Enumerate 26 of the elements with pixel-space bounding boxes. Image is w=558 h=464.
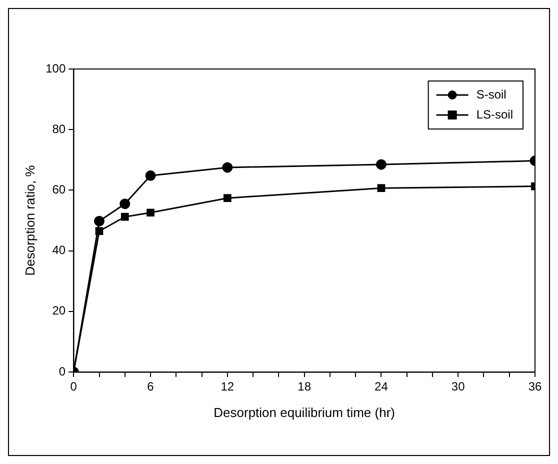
- y-tick-label: 80: [52, 122, 66, 136]
- y-tick-label: 60: [52, 182, 66, 197]
- point: [94, 216, 105, 226]
- x-tick-label: 36: [528, 380, 542, 394]
- legend-label: S-soil: [476, 87, 506, 102]
- y-tick-label: 100: [46, 61, 66, 76]
- point: [120, 198, 130, 210]
- y-tick-label: 40: [52, 243, 66, 258]
- legend-label: LS-soil: [476, 107, 514, 122]
- y-tick-label: 0: [58, 364, 66, 378]
- x-tick-label: 30: [451, 380, 466, 394]
- x-axis-title: Desorption equilibrium time (hr): [214, 404, 395, 420]
- x-tick-label: 6: [147, 380, 154, 394]
- x-tick-label: 12: [220, 380, 234, 394]
- x-tick-label: 18: [298, 380, 312, 394]
- y-axis-title: Desorption ratio, %: [22, 164, 38, 276]
- point: [223, 194, 232, 202]
- x-tick-label: 0: [70, 380, 78, 394]
- point: [377, 184, 386, 192]
- point: [120, 212, 129, 221]
- point: [146, 208, 154, 217]
- y-tick-label: 20: [52, 304, 66, 318]
- point: [145, 170, 156, 181]
- x-tick-label: 24: [374, 380, 388, 394]
- point: [222, 162, 233, 173]
- point: [376, 159, 386, 170]
